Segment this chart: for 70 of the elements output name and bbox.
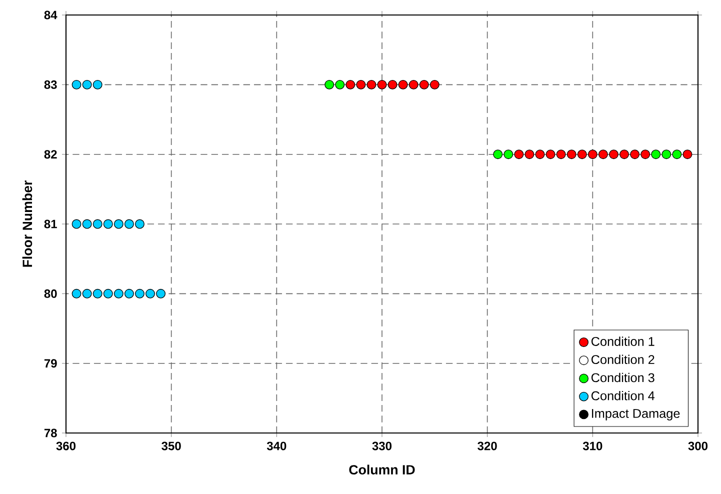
y-tick-label: 80 bbox=[44, 289, 57, 298]
point bbox=[640, 150, 650, 160]
point bbox=[366, 80, 376, 90]
point bbox=[588, 150, 598, 160]
y-tick-label: 83 bbox=[44, 80, 57, 89]
x-tick-label: 330 bbox=[372, 442, 392, 450]
point bbox=[566, 150, 576, 160]
point bbox=[662, 150, 672, 160]
point bbox=[92, 288, 102, 298]
y-tick-label: 84 bbox=[44, 10, 58, 20]
x-tick-label: 300 bbox=[688, 442, 708, 450]
point bbox=[103, 288, 113, 298]
y-tick-label: 82 bbox=[44, 150, 57, 159]
legend-label: Condition 2 bbox=[591, 354, 654, 364]
point bbox=[388, 80, 398, 90]
point bbox=[103, 219, 113, 229]
x-tick-label: 320 bbox=[478, 442, 497, 450]
point bbox=[408, 80, 418, 90]
legend-label: Impact Damage bbox=[592, 409, 680, 420]
point bbox=[620, 150, 629, 160]
point bbox=[377, 80, 387, 90]
point bbox=[546, 150, 556, 160]
point bbox=[535, 150, 545, 160]
x-tick-label: 350 bbox=[162, 442, 181, 450]
point bbox=[156, 288, 166, 298]
point bbox=[134, 288, 144, 298]
point bbox=[72, 80, 82, 90]
point bbox=[577, 150, 587, 160]
x-axis-title: Column ID bbox=[349, 464, 415, 474]
point bbox=[398, 80, 408, 90]
y-axis-title: Floor Number bbox=[22, 180, 32, 267]
point bbox=[72, 288, 82, 298]
y-tick-label: 78 bbox=[44, 428, 57, 438]
point bbox=[72, 219, 82, 229]
point bbox=[124, 288, 134, 298]
y-tick-label: 81 bbox=[44, 220, 57, 228]
point bbox=[82, 219, 92, 229]
x-tick-label: 340 bbox=[266, 442, 286, 450]
point bbox=[504, 150, 514, 160]
point bbox=[608, 150, 618, 160]
point bbox=[356, 80, 366, 90]
point bbox=[598, 150, 608, 160]
point bbox=[651, 150, 661, 160]
point bbox=[430, 80, 440, 90]
point bbox=[324, 80, 334, 90]
point bbox=[514, 150, 524, 160]
point bbox=[682, 150, 692, 160]
point bbox=[672, 150, 682, 160]
point bbox=[556, 150, 566, 160]
x-tick-label: 310 bbox=[582, 442, 602, 450]
legend-label: Condition 4 bbox=[591, 390, 655, 400]
point bbox=[524, 150, 534, 160]
point bbox=[630, 150, 640, 160]
legend-label: Condition 3 bbox=[591, 372, 654, 382]
y-tick-label: 79 bbox=[44, 359, 57, 368]
point bbox=[82, 288, 92, 298]
point bbox=[92, 219, 102, 229]
point bbox=[346, 80, 356, 90]
point bbox=[493, 150, 503, 160]
point bbox=[82, 80, 92, 90]
point bbox=[114, 288, 124, 298]
point bbox=[134, 219, 144, 229]
point bbox=[419, 80, 429, 90]
point bbox=[146, 288, 155, 298]
point bbox=[124, 219, 134, 229]
point bbox=[114, 219, 124, 229]
point bbox=[335, 80, 345, 90]
point bbox=[92, 80, 102, 90]
x-tick-label: 360 bbox=[56, 442, 76, 450]
legend-label: Condition 1 bbox=[591, 336, 654, 346]
